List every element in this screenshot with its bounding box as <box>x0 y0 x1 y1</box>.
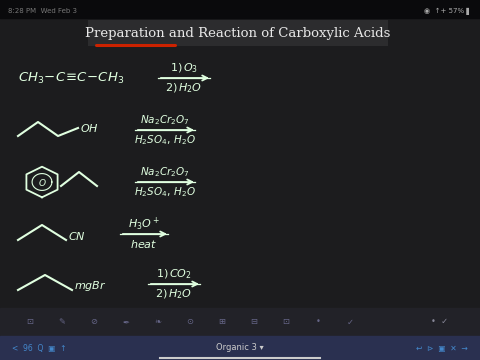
Text: $H_3O^+$: $H_3O^+$ <box>128 215 160 233</box>
Bar <box>0 308 480 336</box>
Text: $2)\,H_2O$: $2)\,H_2O$ <box>156 287 192 301</box>
Text: <  96  Q  ▣  ↑: < 96 Q ▣ ↑ <box>12 343 67 352</box>
Text: ⊡: ⊡ <box>283 318 289 327</box>
Bar <box>88 20 388 46</box>
Text: $H_2SO_4,\,H_2O$: $H_2SO_4,\,H_2O$ <box>134 185 196 199</box>
Text: $heat$: $heat$ <box>130 238 158 250</box>
Text: Organic 3 ▾: Organic 3 ▾ <box>216 343 264 352</box>
Text: ↩  ⊳  ▣  ✕  →: ↩ ⊳ ▣ ✕ → <box>416 343 468 352</box>
Text: Preparation and Reaction of Carboxylic Acids: Preparation and Reaction of Carboxylic A… <box>85 27 391 40</box>
Text: $Na_2Cr_2O_7$: $Na_2Cr_2O_7$ <box>140 113 190 127</box>
Text: ✒: ✒ <box>122 318 130 327</box>
Text: $1)\,CO_2$: $1)\,CO_2$ <box>156 267 192 281</box>
Text: ◉  ↑+ 57% ▌: ◉ ↑+ 57% ▌ <box>424 8 472 14</box>
Text: ✎: ✎ <box>59 318 65 327</box>
Text: ⊡: ⊡ <box>26 318 34 327</box>
Text: $CN$: $CN$ <box>68 230 86 242</box>
Text: $mgBr$: $mgBr$ <box>74 279 107 293</box>
Text: ✓: ✓ <box>347 318 353 327</box>
Text: $H_2SO_4,\,H_2O$: $H_2SO_4,\,H_2O$ <box>134 133 196 147</box>
Text: ⊟: ⊟ <box>251 318 257 327</box>
Text: •  ✓: • ✓ <box>432 318 449 327</box>
Text: $O$: $O$ <box>37 177 47 189</box>
Text: $1)\,O_3$: $1)\,O_3$ <box>170 61 198 75</box>
Text: •: • <box>315 318 321 327</box>
Text: $CH_3\!-\!C\!\equiv\!C\!-\!CH_3$: $CH_3\!-\!C\!\equiv\!C\!-\!CH_3$ <box>18 71 124 86</box>
Text: $OH$: $OH$ <box>80 122 99 134</box>
Text: ⊞: ⊞ <box>218 318 226 327</box>
Text: $Na_2Cr_2O_7$: $Na_2Cr_2O_7$ <box>140 165 190 179</box>
Text: ❧: ❧ <box>155 318 161 327</box>
Text: ⊘: ⊘ <box>91 318 97 327</box>
Text: 8:28 PM  Wed Feb 3: 8:28 PM Wed Feb 3 <box>8 8 77 14</box>
Text: ⊙: ⊙ <box>187 318 193 327</box>
Bar <box>0 336 480 360</box>
Text: $2)\,H_2O$: $2)\,H_2O$ <box>166 81 203 95</box>
Bar <box>0 0 480 18</box>
